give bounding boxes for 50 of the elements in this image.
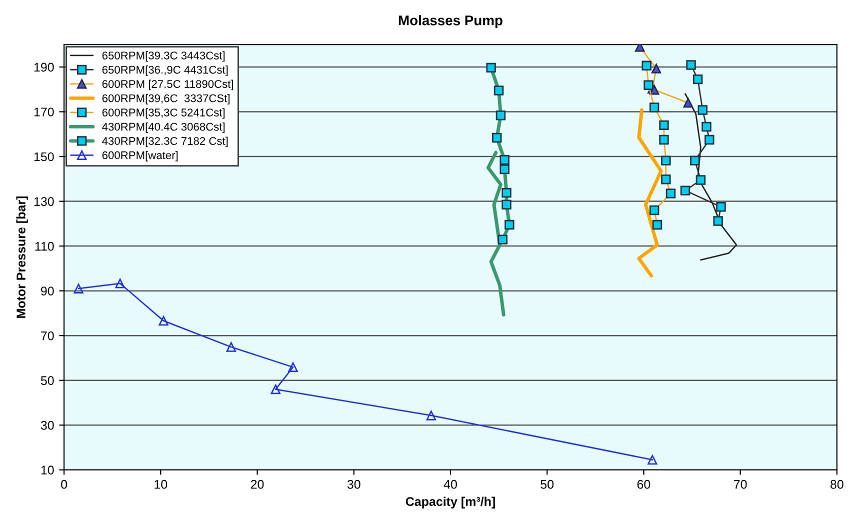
x-tick-label: 60 bbox=[637, 480, 650, 489]
point bbox=[115, 278, 125, 288]
legend-label: 430RPM[32.3C 7182 Cst] bbox=[102, 136, 228, 148]
point bbox=[74, 284, 84, 294]
point bbox=[704, 134, 714, 145]
x-tick-label: 80 bbox=[830, 480, 844, 489]
point bbox=[680, 186, 690, 196]
point bbox=[288, 362, 298, 372]
y-tick-label: 30 bbox=[40, 420, 54, 430]
y-tick-label: 50 bbox=[40, 376, 54, 385]
line-series bbox=[684, 93, 738, 261]
y-tick-label: 70 bbox=[41, 331, 54, 340]
legend-label: 650RPM[36.,9C 4431Cst] bbox=[102, 66, 228, 76]
point bbox=[158, 316, 168, 326]
legend-label: 430RPM[40.4C 3068Cst] bbox=[102, 122, 225, 133]
legend-label: 600RPM [27.5C 11890Cst] bbox=[102, 80, 234, 90]
y-axis-title: Motor Pressure [bar] bbox=[16, 196, 28, 318]
y-tick-label: 90 bbox=[41, 286, 54, 296]
x-tick-label: 30 bbox=[347, 480, 360, 489]
point bbox=[698, 105, 708, 115]
point bbox=[690, 156, 700, 166]
legend-label: 600RPM[water] bbox=[102, 151, 178, 162]
point bbox=[270, 384, 280, 394]
legend-label: 600RPM[35,3C 5241Cst] bbox=[102, 108, 225, 119]
point bbox=[692, 74, 703, 84]
legend-label: 600RPM[39,6C 3337CSt] bbox=[102, 94, 230, 104]
y-tick-label: 170 bbox=[34, 108, 54, 116]
x-tick-label: 20 bbox=[250, 480, 264, 489]
point bbox=[686, 60, 696, 70]
point bbox=[716, 202, 726, 212]
x-tick-label: 50 bbox=[540, 480, 554, 489]
y-tick-label: 190 bbox=[34, 62, 54, 72]
y-tick-label: 150 bbox=[34, 152, 54, 162]
line-series bbox=[637, 108, 663, 278]
x-tick-label: 0 bbox=[61, 480, 68, 489]
chart-title: Molasses Pump bbox=[398, 15, 502, 28]
x-axis-title: Capacity [m³/h] bbox=[406, 496, 495, 508]
x-tick-label: 40 bbox=[444, 480, 457, 489]
x-tick-label: 70 bbox=[734, 480, 747, 489]
point bbox=[713, 216, 723, 226]
y-tick-label: 110 bbox=[35, 242, 54, 251]
x-tick-label: 10 bbox=[154, 480, 168, 489]
y-tick-label: 10 bbox=[41, 466, 54, 475]
y-tick-label: 130 bbox=[34, 197, 54, 206]
point bbox=[702, 122, 712, 132]
point bbox=[426, 410, 436, 420]
legend-label: 650RPM[39.3C 3443Cst] bbox=[102, 51, 225, 62]
point bbox=[226, 342, 236, 352]
point bbox=[648, 454, 658, 465]
point bbox=[696, 175, 706, 185]
